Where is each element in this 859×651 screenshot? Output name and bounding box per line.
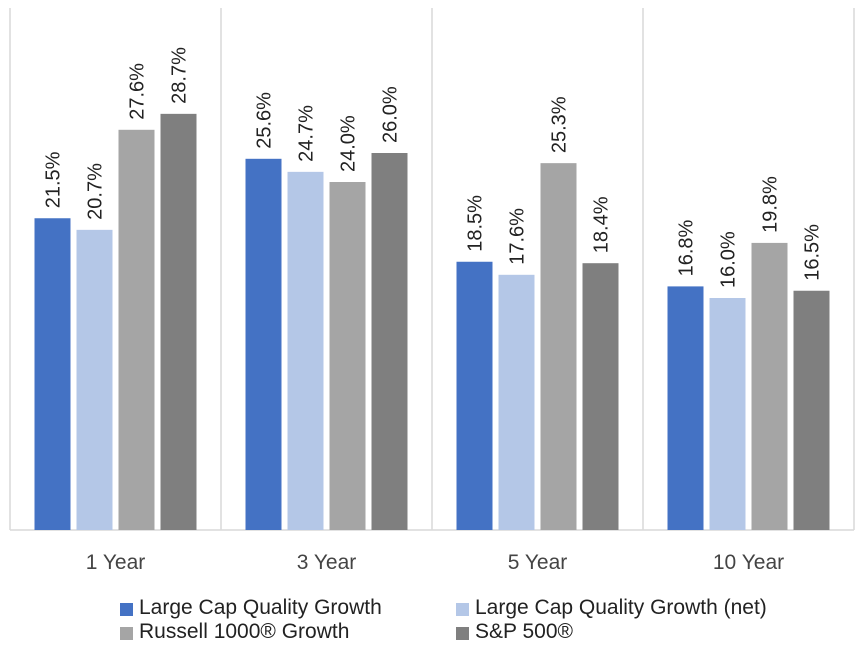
legend-label: Russell 1000® Growth (139, 620, 350, 643)
legend-item-large-cap-quality-growth: Large Cap Quality Growth (120, 596, 456, 620)
data-label: 27.6% (127, 63, 149, 120)
data-label: 20.7% (85, 163, 107, 220)
data-label: 16.8% (676, 219, 698, 276)
bar (329, 182, 366, 530)
data-label: 24.0% (338, 115, 360, 172)
bar (34, 218, 71, 530)
legend: Large Cap Quality Growth Large Cap Quali… (120, 596, 840, 644)
data-label: 25.3% (549, 96, 571, 153)
legend-label: S&P 500® (475, 620, 573, 643)
x-tick-label: 5 Year (508, 551, 568, 574)
bar (456, 261, 493, 530)
data-label: 18.5% (465, 195, 487, 252)
legend-label: Large Cap Quality Growth (139, 596, 382, 619)
x-tick-label: 3 Year (297, 551, 357, 574)
bar (793, 290, 830, 530)
bar (498, 274, 535, 530)
data-label: 17.6% (507, 208, 529, 265)
legend-swatch (120, 602, 133, 616)
data-label: 16.0% (718, 231, 740, 288)
x-tick-label: 1 Year (86, 551, 146, 574)
bar (751, 242, 788, 530)
bar (667, 286, 704, 530)
bar (160, 113, 197, 530)
data-label: 24.7% (296, 105, 318, 162)
data-label: 16.5% (802, 224, 824, 281)
data-label: 26.0% (380, 86, 402, 143)
data-label: 28.7% (169, 47, 191, 104)
bar (371, 153, 408, 530)
data-label: 25.6% (254, 92, 276, 149)
legend-item-sp-500: S&P 500® (456, 620, 816, 644)
bar-chart: 21.5% 20.7% 27.6% 28.7% 1 Year 25.6% 24.7% 24.0… (9, 8, 855, 574)
bar (118, 129, 155, 531)
legend-swatch (456, 602, 469, 616)
legend-swatch (456, 626, 469, 640)
data-label: 19.8% (760, 176, 782, 233)
bar (709, 298, 746, 530)
legend-item-russell-1000-growth: Russell 1000® Growth (120, 620, 456, 644)
x-tick-label: 10 Year (713, 551, 784, 574)
legend-label: Large Cap Quality Growth (net) (475, 596, 767, 619)
bar (245, 158, 282, 531)
bar (540, 163, 577, 530)
data-label: 21.5% (43, 151, 65, 208)
bar (76, 229, 113, 530)
data-label: 18.4% (591, 196, 613, 253)
bar (287, 171, 324, 530)
legend-item-large-cap-quality-growth-net: Large Cap Quality Growth (net) (456, 596, 816, 620)
legend-swatch (120, 626, 133, 640)
bar (582, 263, 619, 530)
